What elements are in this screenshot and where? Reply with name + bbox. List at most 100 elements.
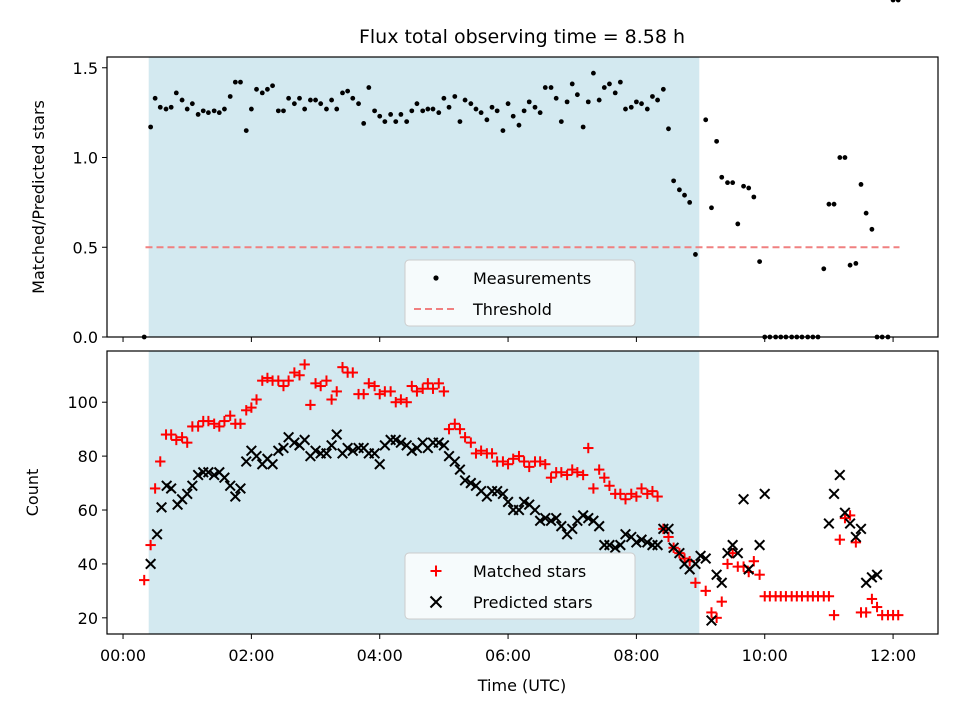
measurement-point: [639, 101, 644, 107]
matched-star-point: [524, 461, 535, 473]
measurement-point: [666, 126, 671, 132]
matched-star-point: [507, 453, 519, 465]
predicted-star-point: [743, 563, 755, 575]
matched-star-point: [315, 380, 326, 392]
matched-star-point: [615, 488, 626, 500]
predicted-star-point: [465, 477, 477, 489]
predicted-star-point: [224, 480, 236, 492]
matched-star-point: [246, 402, 257, 413]
predicted-star-point: [555, 520, 567, 532]
measurement-point: [548, 85, 554, 90]
measurement-point: [585, 99, 591, 105]
measurement-point: [152, 95, 158, 101]
measurement-point: [489, 104, 495, 110]
measurement-point: [473, 106, 479, 112]
measurement-point: [425, 106, 431, 112]
measurement-point: [329, 97, 334, 103]
predicted-star-point: [593, 520, 605, 532]
matched-star-point: [278, 380, 289, 392]
measurement-point: [340, 90, 345, 96]
measurement-point: [259, 90, 265, 96]
measurement-point: [452, 94, 458, 99]
matched-star-point: [145, 539, 156, 551]
measurement-point: [521, 108, 527, 114]
predicted-star-point: [630, 536, 642, 548]
matched-star-point: [700, 585, 711, 597]
predicted-star-point: [459, 474, 471, 486]
measurement-point: [157, 104, 163, 110]
measurement-point: [281, 108, 286, 114]
matched-star-point: [331, 386, 342, 397]
measurement-point: [227, 94, 233, 99]
measurement-point: [222, 106, 227, 112]
predicted-star-point: [395, 437, 407, 449]
matched-star-point: [588, 483, 599, 494]
predicted-star-point: [609, 542, 621, 554]
y-tick-label: 60: [78, 501, 98, 520]
predicted-star-point: [513, 504, 525, 516]
matched-star-point: [433, 378, 444, 389]
predicted-star-point: [603, 539, 615, 551]
legend-box: [404, 552, 636, 620]
predicted-star-point: [539, 512, 551, 524]
measurement-point: [216, 110, 222, 116]
measurement-point: [607, 81, 612, 87]
measurement-point: [837, 155, 843, 160]
predicted-star-point: [186, 480, 198, 492]
predicted-star-point: [518, 496, 530, 508]
predicted-star-point: [192, 469, 204, 481]
predicted-star-point: [529, 504, 541, 516]
predicted-star-point: [288, 437, 300, 449]
matched-star-point: [326, 394, 337, 405]
measurement-point: [719, 174, 725, 180]
matched-star-point: [631, 491, 642, 502]
matched-star-point: [427, 383, 439, 394]
measurement-point: [409, 108, 415, 114]
predicted-star-point: [754, 539, 766, 551]
matched-star-point: [583, 442, 594, 454]
predicted-star-point: [844, 517, 856, 530]
predicted-star-point: [619, 528, 631, 540]
y-axis-label: Matched/Predicted stars: [29, 100, 48, 294]
predicted-star-point: [689, 558, 701, 570]
x-tick-label: 02:00: [228, 646, 274, 665]
predicted-star-point: [369, 447, 381, 459]
measurement-point: [591, 70, 596, 76]
predicted-star-point: [234, 482, 246, 494]
measurement-point: [553, 95, 559, 101]
matched-star-point: [192, 421, 204, 432]
legend-label: Predicted stars: [473, 593, 593, 612]
measurement-point: [173, 90, 179, 96]
predicted-star-point: [871, 569, 883, 581]
measurement-point: [446, 104, 452, 110]
predicted-star-point: [165, 482, 177, 494]
legend-label: Measurements: [473, 269, 591, 288]
matched-star-point: [337, 361, 348, 373]
matched-star-point: [834, 534, 846, 545]
chart-title: Flux total observing time = 8.58 h: [359, 26, 685, 48]
matched-star-point: [604, 480, 615, 491]
predicted-star-point: [320, 447, 332, 459]
measurement-point: [436, 110, 442, 116]
matched-star-point: [577, 469, 589, 481]
matched-star-point: [395, 394, 407, 405]
matched-star-point: [486, 448, 498, 459]
predicted-star-point: [438, 439, 450, 451]
measurement-point: [757, 259, 763, 265]
measurement-point: [200, 108, 206, 114]
predicted-star-point: [491, 485, 503, 497]
measurement-point: [275, 108, 281, 114]
matched-star-point: [155, 456, 166, 467]
measurement-point: [505, 101, 511, 107]
measurement-point: [612, 90, 618, 96]
matched-star-point: [219, 415, 230, 427]
measurement-point: [248, 106, 254, 112]
y-tick-label: 1.5: [73, 59, 98, 78]
matched-star-point: [251, 394, 262, 405]
measurement-point: [821, 266, 827, 272]
predicted-star-point: [641, 536, 653, 548]
x-tick-label: 04:00: [357, 646, 403, 665]
y-tick-label: 0.0: [73, 328, 98, 347]
measurement-point: [895, 0, 901, 3]
